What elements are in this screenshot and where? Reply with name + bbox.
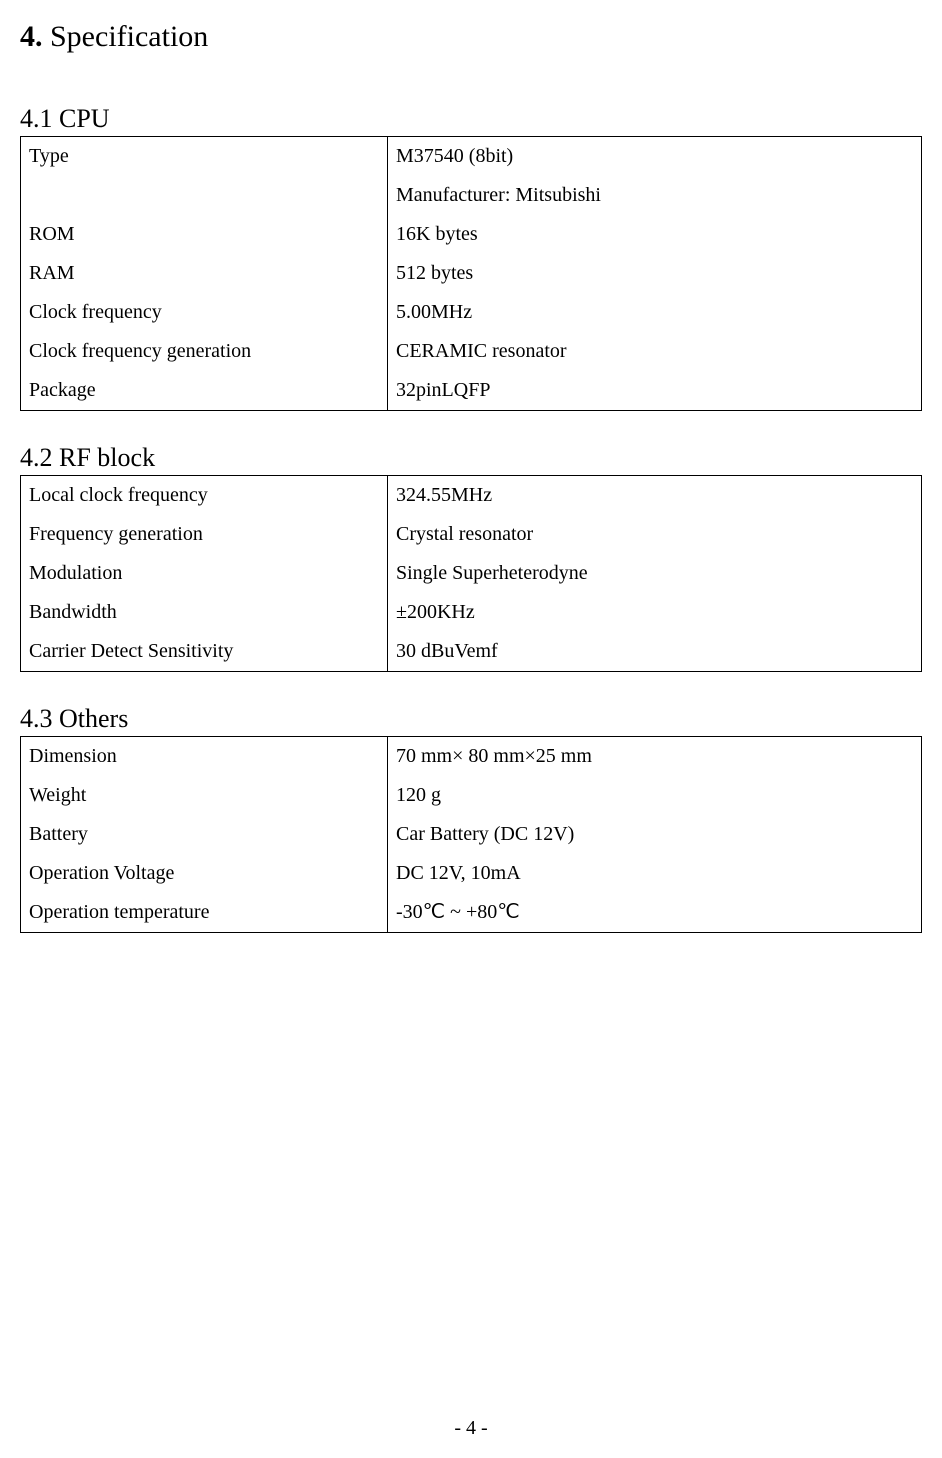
table-row: Weight120 g xyxy=(21,776,922,815)
table-row: Operation VoltageDC 12V, 10mA xyxy=(21,854,922,893)
spec-label: Carrier Detect Sensitivity xyxy=(21,632,388,672)
table-row: Operation temperature-30℃ ~ +80℃ xyxy=(21,893,922,933)
spec-value: Single Superheterodyne xyxy=(388,554,922,593)
table-row: Bandwidth±200KHz xyxy=(21,593,922,632)
table-row: ROM16K bytes xyxy=(21,215,922,254)
spec-value: 324.55MHz xyxy=(388,476,922,516)
spec-value: 120 g xyxy=(388,776,922,815)
table-row: Dimension70 mm× 80 mm×25 mm xyxy=(21,737,922,777)
spec-label: Operation temperature xyxy=(21,893,388,933)
spec-value: -30℃ ~ +80℃ xyxy=(388,893,922,933)
spec-value: 70 mm× 80 mm×25 mm xyxy=(388,737,922,777)
table-row: Carrier Detect Sensitivity30 dBuVemf xyxy=(21,632,922,672)
spec-label: Modulation xyxy=(21,554,388,593)
spec-value: CERAMIC resonator xyxy=(388,332,922,371)
spec-label: ROM xyxy=(21,215,388,254)
spec-label: Frequency generation xyxy=(21,515,388,554)
spec-label: Weight xyxy=(21,776,388,815)
spec-value: 16K bytes xyxy=(388,215,922,254)
table-row: TypeM37540 (8bit) xyxy=(21,137,922,177)
spec-label: Local clock frequency xyxy=(21,476,388,516)
spec-value: M37540 (8bit) xyxy=(388,137,922,177)
spec-label: Battery xyxy=(21,815,388,854)
spec-label: Operation Voltage xyxy=(21,854,388,893)
spec-table: Local clock frequency324.55MHzFrequency … xyxy=(20,475,922,672)
spec-value: DC 12V, 10mA xyxy=(388,854,922,893)
spec-label: Clock frequency xyxy=(21,293,388,332)
table-row: Clock frequency generationCERAMIC resona… xyxy=(21,332,922,371)
section-heading: 4.3 Others xyxy=(20,704,922,734)
spec-value: 5.00MHz xyxy=(388,293,922,332)
section-heading: 4.1 CPU xyxy=(20,104,922,134)
spec-value: 30 dBuVemf xyxy=(388,632,922,672)
spec-value: Car Battery (DC 12V) xyxy=(388,815,922,854)
table-row: Clock frequency5.00MHz xyxy=(21,293,922,332)
page-title: 4. Specification xyxy=(20,20,922,54)
table-row: Package32pinLQFP xyxy=(21,371,922,411)
spec-value: 512 bytes xyxy=(388,254,922,293)
table-row: Manufacturer: Mitsubishi xyxy=(21,176,922,215)
spec-label: RAM xyxy=(21,254,388,293)
spec-label: Type xyxy=(21,137,388,177)
spec-table: TypeM37540 (8bit)Manufacturer: Mitsubish… xyxy=(20,136,922,411)
spec-value: Manufacturer: Mitsubishi xyxy=(388,176,922,215)
section-heading: 4.2 RF block xyxy=(20,443,922,473)
spec-value: 32pinLQFP xyxy=(388,371,922,411)
spec-label xyxy=(21,176,388,215)
spec-label: Package xyxy=(21,371,388,411)
spec-value: ±200KHz xyxy=(388,593,922,632)
table-row: BatteryCar Battery (DC 12V) xyxy=(21,815,922,854)
sections-container: 4.1 CPUTypeM37540 (8bit)Manufacturer: Mi… xyxy=(20,104,922,933)
table-row: Local clock frequency324.55MHz xyxy=(21,476,922,516)
title-section-number: 4. xyxy=(20,20,43,53)
table-row: ModulationSingle Superheterodyne xyxy=(21,554,922,593)
spec-label: Dimension xyxy=(21,737,388,777)
title-text: Specification xyxy=(50,20,208,53)
spec-label: Clock frequency generation xyxy=(21,332,388,371)
spec-value: Crystal resonator xyxy=(388,515,922,554)
spec-label: Bandwidth xyxy=(21,593,388,632)
table-row: Frequency generationCrystal resonator xyxy=(21,515,922,554)
spec-table: Dimension70 mm× 80 mm×25 mmWeight120 gBa… xyxy=(20,736,922,933)
table-row: RAM512 bytes xyxy=(21,254,922,293)
page-number: - 4 - xyxy=(0,1417,942,1440)
